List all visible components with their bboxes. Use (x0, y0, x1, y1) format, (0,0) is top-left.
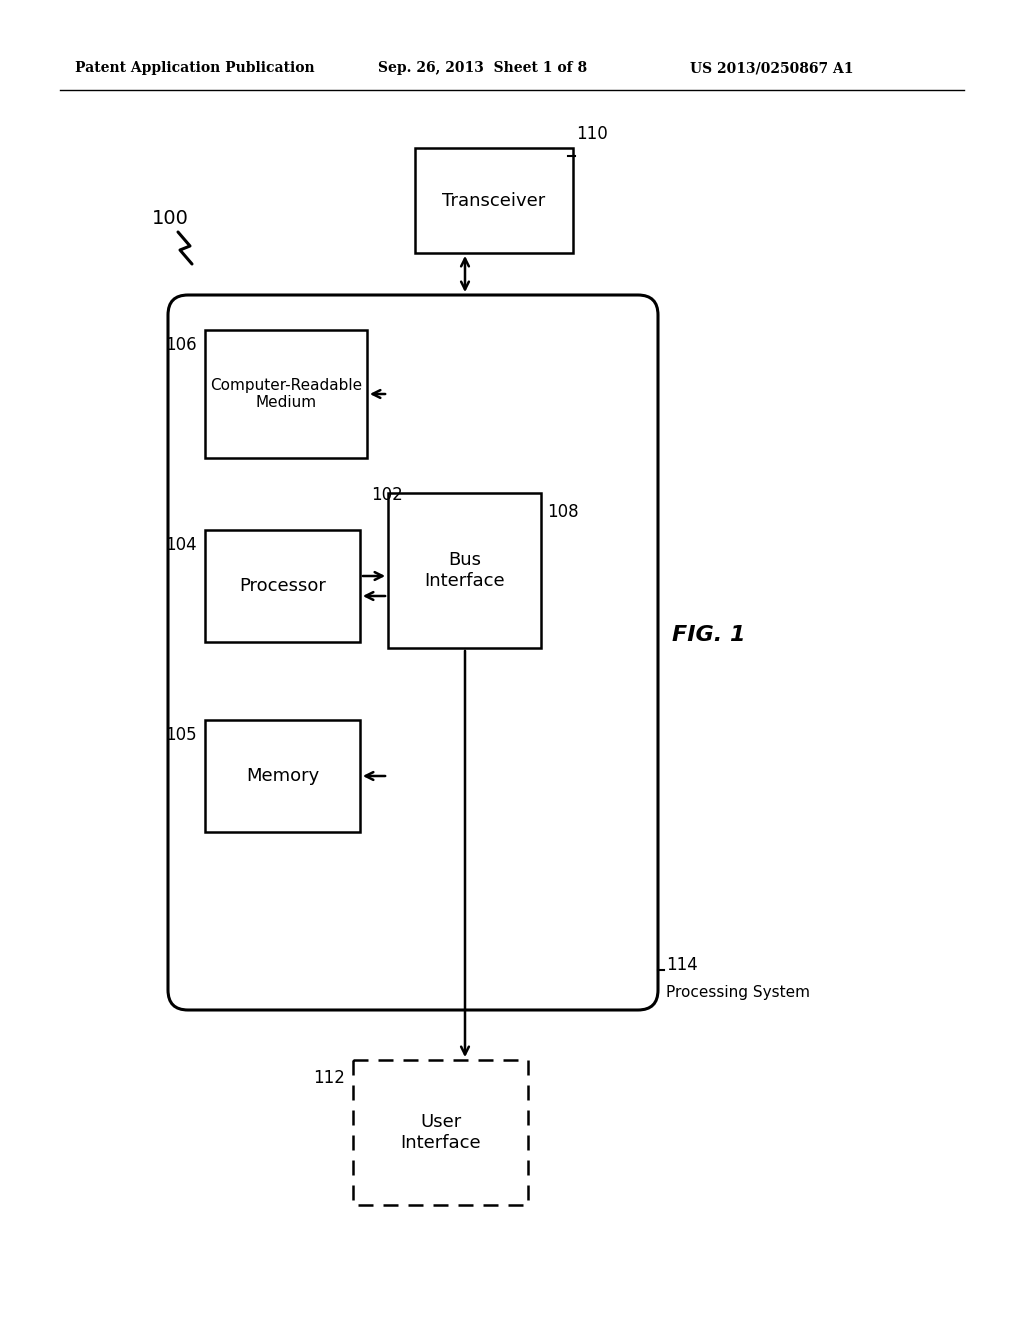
Text: 102: 102 (371, 486, 402, 504)
Bar (388, 492, 541, 648)
Bar (205, 531, 360, 642)
Text: Computer-Readable
Medium: Computer-Readable Medium (210, 378, 362, 411)
Text: 108: 108 (547, 503, 579, 521)
Text: Processing System: Processing System (666, 985, 810, 1001)
Text: Processor: Processor (239, 577, 326, 595)
Text: 106: 106 (165, 337, 197, 354)
Text: Transceiver: Transceiver (442, 191, 546, 210)
Text: 110: 110 (575, 125, 608, 143)
Text: FIG. 1: FIG. 1 (672, 624, 745, 645)
Text: 100: 100 (152, 209, 188, 227)
Text: User
Interface: User Interface (400, 1113, 481, 1152)
Text: 104: 104 (165, 536, 197, 554)
Bar (353, 1060, 528, 1205)
Text: 114: 114 (666, 956, 697, 974)
Text: Bus
Interface: Bus Interface (424, 552, 505, 590)
Text: Memory: Memory (246, 767, 319, 785)
Bar (205, 719, 360, 832)
Bar (415, 148, 573, 253)
Bar (205, 330, 367, 458)
FancyBboxPatch shape (168, 294, 658, 1010)
Text: 105: 105 (165, 726, 197, 744)
Text: Sep. 26, 2013  Sheet 1 of 8: Sep. 26, 2013 Sheet 1 of 8 (378, 61, 587, 75)
Text: US 2013/0250867 A1: US 2013/0250867 A1 (690, 61, 853, 75)
Text: Patent Application Publication: Patent Application Publication (75, 61, 314, 75)
Text: 112: 112 (313, 1069, 345, 1086)
